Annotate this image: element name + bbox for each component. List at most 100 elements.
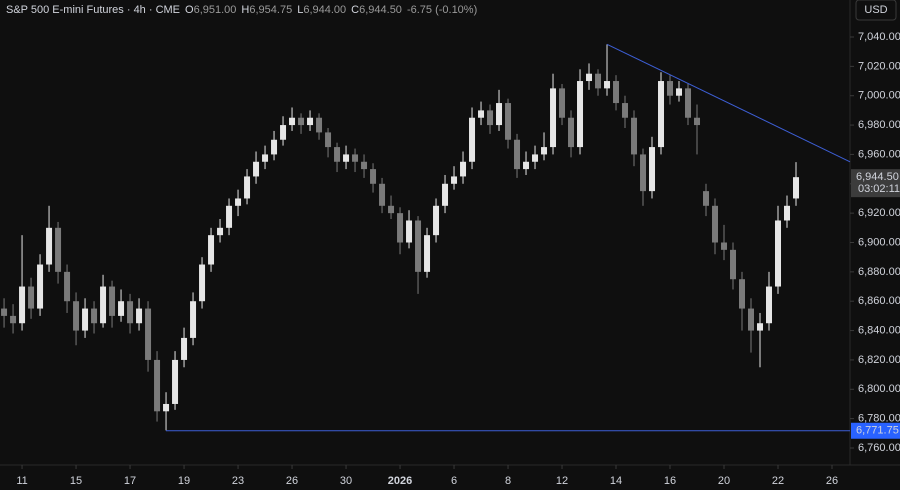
- candle-body: [208, 235, 215, 265]
- candle-body: [739, 279, 746, 309]
- candle-body: [199, 264, 206, 302]
- candle-body: [793, 177, 800, 199]
- candle-body: [514, 139, 521, 170]
- candle-body: [604, 81, 611, 89]
- candle-body: [127, 301, 134, 324]
- countdown: 03:02:11: [858, 183, 900, 195]
- x-tick-label: 17: [124, 475, 136, 487]
- candle-body: [397, 213, 404, 243]
- candle-body: [154, 359, 161, 412]
- field-label: L: [297, 4, 303, 16]
- candle-body: [298, 117, 305, 126]
- x-tick-label: 16: [664, 475, 676, 487]
- candle-body: [289, 117, 296, 126]
- candle-body: [694, 117, 701, 126]
- x-tick-label: 11: [16, 475, 27, 487]
- candle-body: [361, 161, 368, 170]
- candle-body: [352, 154, 359, 162]
- candle-body: [118, 301, 125, 316]
- candle-body: [145, 308, 152, 360]
- candle-body: [460, 161, 467, 177]
- candle-body: [379, 183, 386, 206]
- x-tick-label: 8: [505, 475, 511, 487]
- y-tick-label: 6,900.00: [858, 236, 900, 248]
- x-tick-label: 19: [178, 475, 190, 487]
- candle-body: [505, 103, 512, 140]
- x-tick-label: 26: [286, 475, 298, 487]
- candle-body: [442, 183, 449, 206]
- candle-body: [784, 205, 791, 221]
- last-price-label: 6,944.50: [856, 171, 899, 183]
- candle-body: [91, 308, 98, 324]
- y-tick-label: 7,000.00: [858, 90, 900, 102]
- candle-body: [649, 147, 656, 192]
- currency-button[interactable]: [855, 0, 897, 21]
- header: S&P 500 E-mini Futures · 4h · CME O6,951.…: [6, 4, 477, 16]
- candle-body: [712, 205, 719, 243]
- currency[interactable]: USD: [864, 4, 887, 16]
- candle-body: [730, 249, 737, 280]
- candle-body: [496, 103, 503, 126]
- candle-body: [280, 125, 287, 140]
- candle-body: [217, 227, 224, 236]
- field-value: 6,944.00: [303, 4, 346, 16]
- candle-body: [325, 132, 332, 148]
- candle-body: [541, 147, 548, 155]
- candle-body: [757, 323, 764, 331]
- x-tick-label: 6: [451, 475, 457, 487]
- candle-body: [172, 359, 179, 404]
- candle-body: [10, 315, 17, 324]
- candle-body: [262, 154, 269, 162]
- y-tick-label: 6,820.00: [858, 354, 900, 366]
- candle-body: [658, 81, 665, 148]
- field-label: O: [185, 4, 194, 16]
- x-tick-label: 20: [718, 475, 730, 487]
- candle-body: [334, 147, 341, 162]
- candle-body: [181, 337, 188, 360]
- x-tick-label: 2026: [388, 475, 412, 487]
- symbol: S&P 500 E-mini Futures · 4h · CME: [6, 4, 180, 16]
- y-tick-label: 6,840.00: [858, 324, 900, 336]
- field-value: 6,954.75: [249, 4, 292, 16]
- candle-body: [640, 154, 647, 192]
- last-price-box: [851, 169, 900, 198]
- y-tick-label: 6,800.00: [858, 383, 900, 395]
- header-text: S&P 500 E-mini Futures · 4h · CME O6,951.…: [6, 4, 477, 16]
- candle-body: [406, 220, 413, 243]
- candle-body: [226, 205, 233, 228]
- y-tick-label: 7,040.00: [858, 31, 900, 43]
- x-tick-label: 23: [232, 475, 244, 487]
- candle-body: [73, 301, 80, 331]
- support-label: 6,771.75: [856, 425, 899, 437]
- candle-body: [271, 139, 278, 155]
- candle-body: [55, 227, 62, 272]
- y-tick-label: 6,980.00: [858, 119, 900, 131]
- candle-body: [235, 198, 242, 206]
- change: -6.75 (-0.10%): [407, 4, 477, 16]
- candle-body: [415, 220, 422, 272]
- candle-body: [748, 308, 755, 331]
- field-value: 6,944.50: [359, 4, 402, 16]
- candle-body: [316, 117, 323, 133]
- candle-body: [100, 286, 107, 324]
- candle-body: [577, 81, 584, 148]
- candle-body: [523, 161, 530, 170]
- x-tick-label: 26: [826, 475, 838, 487]
- candle-body: [433, 205, 440, 236]
- candle-body: [46, 227, 53, 265]
- candle-body: [595, 73, 602, 89]
- candle-body: [1, 308, 8, 316]
- candle-body: [190, 301, 197, 338]
- candle-body: [244, 176, 251, 199]
- field-label: C: [351, 4, 359, 16]
- y-tick-label: 6,780.00: [858, 413, 900, 425]
- candle-body: [676, 88, 683, 96]
- candle-body: [667, 81, 674, 96]
- candle-body: [631, 117, 638, 155]
- candle-body: [451, 176, 458, 184]
- y-tick-label: 6,920.00: [858, 207, 900, 219]
- y-tick-label: 6,760.00: [858, 442, 900, 454]
- candle-body: [586, 73, 593, 82]
